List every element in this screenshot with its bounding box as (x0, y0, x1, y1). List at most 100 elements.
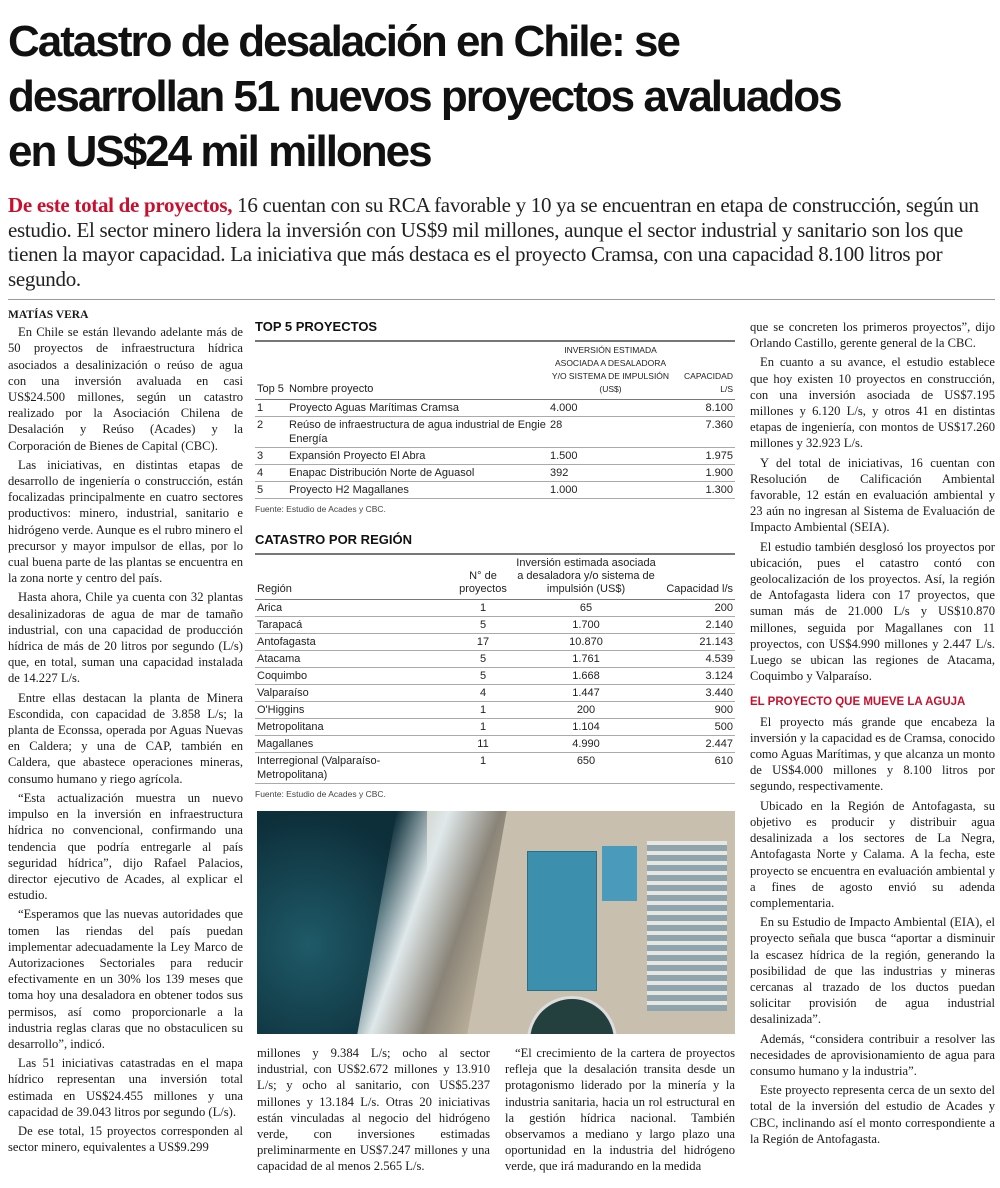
table-cell: Expansión Proyecto El Abra (287, 447, 548, 465)
table-cell: 3.440 (660, 684, 735, 702)
paragraph: En su Estudio de Impacto Ambiental (EIA)… (750, 915, 995, 1027)
table-cell: 200 (660, 599, 735, 617)
region-table: CATASTRO POR REGIÓN Región N° de proyect… (255, 532, 735, 799)
table-cell: 2 (255, 416, 287, 448)
table-cell: 4 (454, 684, 512, 702)
column-header: Inversión estimada asociada a desaladora… (512, 554, 660, 600)
middle-subcolumns: millones y 9.384 L/s; ocho al sector ind… (257, 1045, 735, 1178)
table-cell: Atacama (255, 650, 454, 668)
paragraph: Este proyecto representa cerca de un sex… (750, 1083, 995, 1146)
table-cell: 1 (454, 752, 512, 784)
table-cell: 28 (548, 416, 673, 448)
table-title: TOP 5 PROYECTOS (255, 319, 378, 334)
table-cell: 5 (454, 616, 512, 634)
column-header: Top 5 (255, 341, 287, 400)
table-cell: 650 (512, 752, 660, 784)
middle-column-b: “El crecimiento de la cartera de proyect… (505, 1045, 735, 1178)
table-cell: Interregional (Valparaíso- Metropolitana… (255, 752, 454, 784)
paragraph: Además, “considera contribuir a resolver… (750, 1031, 995, 1078)
table-cell: 1.761 (512, 650, 660, 668)
paragraph: Ubicado en la Región de Antofagasta, su … (750, 798, 995, 910)
table-cell: 1 (255, 399, 287, 417)
paragraph: “El crecimiento de la cartera de proyect… (505, 1046, 735, 1174)
table-cell: 1.668 (512, 667, 660, 685)
table-cell: 1 (454, 701, 512, 719)
paragraph: que se concreten los primeros proyectos”… (750, 320, 995, 351)
paragraph: Las 51 iniciativas catastradas en el map… (8, 1056, 243, 1119)
table-cell: 21.143 (660, 633, 735, 651)
top5-table: TOP 5 PROYECTOS Top 5 Nombre proyecto In… (255, 319, 735, 514)
table-cell: 1.104 (512, 718, 660, 736)
byline: Matías Vera (8, 309, 89, 321)
table-cell: Magallanes (255, 735, 454, 753)
table-source: Fuente: Estudio de Acades y CBC. (255, 504, 386, 514)
column-header: N° de proyectos (454, 554, 512, 600)
table-row: Arica 1 65 200 (255, 599, 735, 617)
table-cell: Valparaíso (255, 684, 454, 702)
table-cell: 500 (660, 718, 735, 736)
table-cell: Proyecto Aguas Marítimas Cramsa (287, 399, 548, 417)
table-cell: 900 (660, 701, 735, 719)
table-cell: 610 (660, 752, 735, 784)
table-cell: 11 (454, 735, 512, 753)
left-column: Matías Vera En Chile se están llevando a… (8, 307, 243, 1158)
paragraph: Entre ellas destacan la planta de Minera… (8, 690, 243, 786)
table-cell: Arica (255, 599, 454, 617)
table-cell: 2.447 (660, 735, 735, 753)
headline-line: desarrollan 51 nuevos proyectos avaluado… (8, 72, 843, 121)
table-row: Interregional (Valparaíso- Metropolitana… (255, 752, 735, 784)
table-row: Valparaíso 4 1.447 3.440 (255, 684, 735, 702)
middle-column-a: millones y 9.384 L/s; ocho al sector ind… (257, 1045, 490, 1178)
column-header: Región (255, 554, 454, 600)
lead-kicker: De este total de proyectos, (8, 193, 233, 217)
column-header: Capacidad l/s (660, 554, 735, 600)
table-cell: O'Higgins (255, 701, 454, 719)
table-cell: 7.360 (673, 416, 735, 448)
table-row: Antofagasta 17 10.870 21.143 (255, 633, 735, 651)
table-cell: 10.870 (512, 633, 660, 651)
table-title: CATASTRO POR REGIÓN (255, 532, 412, 547)
table-cell: 5 (454, 667, 512, 685)
table-row: Atacama 5 1.761 4.539 (255, 650, 735, 668)
table-cell: 4.990 (512, 735, 660, 753)
table-cell: 1.900 (673, 464, 735, 482)
table-cell: Coquimbo (255, 667, 454, 685)
paragraph: Hasta ahora, Chile ya cuenta con 32 plan… (8, 590, 243, 686)
table-cell: 65 (512, 599, 660, 617)
table-cell: 4 (255, 464, 287, 482)
middle-column: TOP 5 PROYECTOS Top 5 Nombre proyecto In… (255, 319, 735, 1178)
table-cell: 5 (454, 650, 512, 668)
table-row: 4 Enapac Distribución Norte de Aguasol 392… (255, 464, 735, 482)
table-source: Fuente: Estudio de Acades y CBC. (255, 789, 386, 799)
article-body: Matías Vera En Chile se están llevando a… (0, 307, 1000, 1178)
headline-line: en US$24 mil millones (8, 127, 433, 176)
table-cell: Reúso de infraestructura de agua industr… (287, 416, 548, 448)
paragraph: En cuanto a su avance, el estudio establ… (750, 355, 995, 451)
table-cell: Tarapacá (255, 616, 454, 634)
divider (8, 299, 995, 300)
table-row: 2 Reúso de infraestructura de agua indust… (255, 416, 735, 448)
paragraph: Las iniciativas, en distintas etapas de … (8, 457, 244, 586)
table-row: 3 Expansión Proyecto El Abra 1.500 1.975 (255, 447, 735, 465)
paragraph: “Esta actualización muestra un nuevo imp… (8, 790, 243, 903)
paragraph: Y del total de iniciativas, 16 cuentan c… (750, 455, 995, 535)
headline: Catastro de desalación en Chile: se desa… (8, 14, 998, 179)
table-row: O'Higgins 1 200 900 (255, 701, 735, 719)
table-row: Magallanes 11 4.990 2.447 (255, 735, 735, 753)
table-cell: 1 (454, 599, 512, 617)
paragraph: millones y 9.384 L/s; ocho al sector ind… (257, 1046, 490, 1174)
table-cell: 1 (454, 718, 512, 736)
table-cell: 1.000 (548, 481, 673, 499)
table-cell: 17 (454, 633, 512, 651)
table-row: Tarapacá 5 1.700 2.140 (255, 616, 735, 634)
table-cell: 200 (512, 701, 660, 719)
column-header: Capacidad l/s (673, 341, 735, 400)
table-cell: 1.975 (673, 447, 735, 465)
right-column: que se concreten los primeros proyectos”… (750, 319, 995, 1150)
paragraph: En Chile se están llevando adelante más … (8, 325, 243, 453)
headline-line: Catastro de desalación en Chile: se (8, 17, 681, 66)
table-cell: 3 (255, 447, 287, 465)
table-cell: 1.700 (512, 616, 660, 634)
table-cell: 1.300 (673, 481, 735, 499)
paragraph: El estudio también desglosó los proyecto… (750, 539, 995, 684)
